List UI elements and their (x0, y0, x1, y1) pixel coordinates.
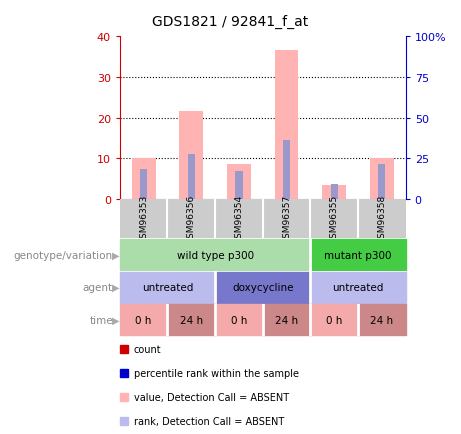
Bar (179, 112, 203, 200)
Bar (120, 305, 167, 336)
Text: ▶: ▶ (112, 283, 120, 293)
Bar (358, 305, 406, 336)
Bar (236, 171, 242, 200)
Bar (283, 141, 290, 200)
Text: GSM96356: GSM96356 (187, 194, 196, 244)
Text: count: count (134, 345, 161, 354)
Bar (310, 239, 406, 271)
Text: 24 h: 24 h (180, 315, 203, 325)
Text: GSM96358: GSM96358 (378, 194, 386, 244)
Bar (310, 305, 358, 336)
Text: agent: agent (83, 283, 113, 293)
Bar (370, 159, 394, 200)
Text: GSM96353: GSM96353 (139, 194, 148, 244)
Text: doxycycline: doxycycline (232, 283, 294, 293)
Bar (120, 239, 310, 271)
Text: GSM96354: GSM96354 (235, 195, 243, 243)
Text: 0 h: 0 h (326, 315, 343, 325)
Text: GDS1821 / 92841_f_at: GDS1821 / 92841_f_at (153, 15, 308, 30)
Bar (331, 184, 338, 200)
Text: 24 h: 24 h (275, 315, 298, 325)
Text: ▶: ▶ (112, 250, 120, 260)
Text: wild type p300: wild type p300 (177, 250, 254, 260)
Bar (188, 155, 195, 200)
Text: 0 h: 0 h (136, 315, 152, 325)
Text: untreated: untreated (142, 283, 193, 293)
Text: genotype/variation: genotype/variation (14, 250, 113, 260)
Bar (378, 165, 385, 200)
Bar (275, 51, 298, 200)
Bar (322, 185, 346, 200)
Text: GSM96357: GSM96357 (282, 194, 291, 244)
Text: time: time (89, 315, 113, 325)
Text: 24 h: 24 h (370, 315, 393, 325)
Bar (227, 165, 251, 200)
Text: 0 h: 0 h (231, 315, 247, 325)
Bar (263, 305, 310, 336)
Bar (310, 272, 406, 303)
Text: untreated: untreated (332, 283, 384, 293)
Text: percentile rank within the sample: percentile rank within the sample (134, 368, 299, 378)
Bar (132, 159, 155, 200)
Text: value, Detection Call = ABSENT: value, Detection Call = ABSENT (134, 392, 289, 402)
Text: rank, Detection Call = ABSENT: rank, Detection Call = ABSENT (134, 416, 284, 426)
Text: GSM96355: GSM96355 (330, 194, 339, 244)
Bar (140, 169, 147, 200)
Text: ▶: ▶ (112, 315, 120, 325)
Bar (167, 305, 215, 336)
Bar (215, 272, 310, 303)
Text: mutant p300: mutant p300 (324, 250, 392, 260)
Bar (120, 272, 215, 303)
Bar (215, 305, 263, 336)
